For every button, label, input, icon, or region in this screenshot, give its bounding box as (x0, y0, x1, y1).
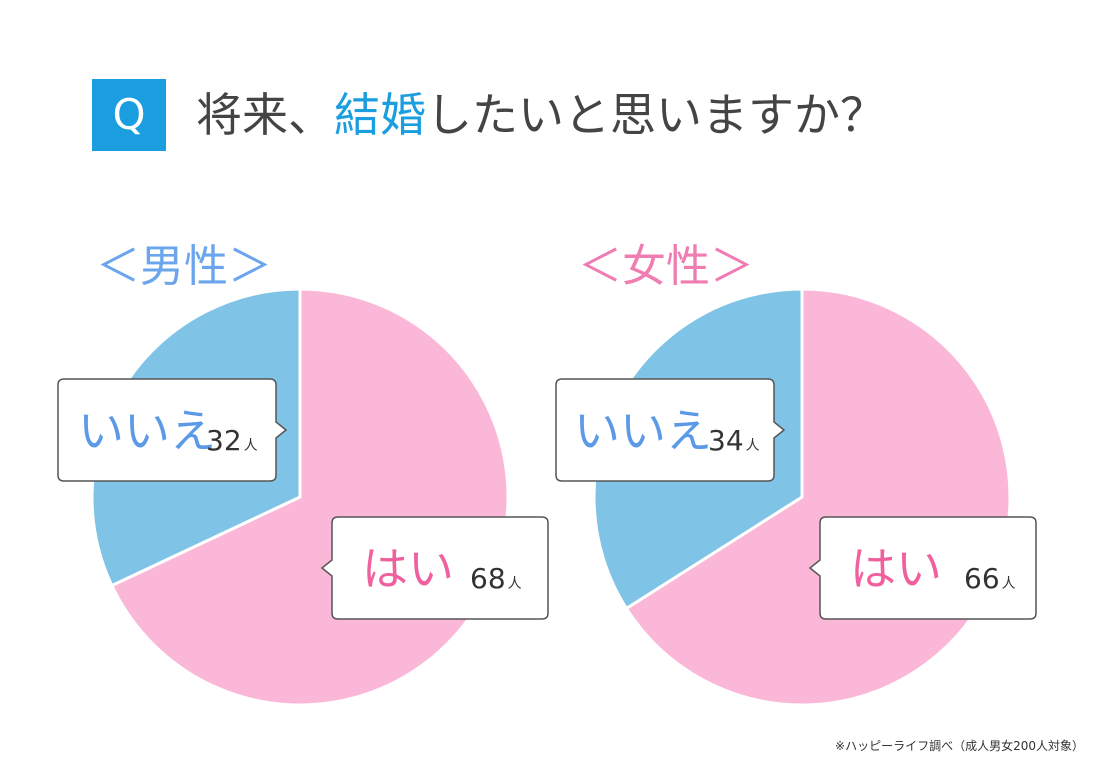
callout-label: いいえ (574, 404, 712, 458)
callout-unit: 人 (244, 438, 258, 454)
title-highlight: 結婚 (334, 88, 426, 142)
callout-unit: 人 (1002, 576, 1016, 592)
callout-value: 68 (470, 562, 506, 595)
callout-label: はい (362, 542, 454, 596)
chart-title: ＜男性＞ (96, 241, 272, 292)
callout-yes: はい 68 人 (320, 516, 549, 620)
callout-unit: 人 (508, 576, 522, 592)
callout-box (555, 378, 786, 482)
callout-box (57, 378, 288, 482)
callout-label: はい (850, 542, 942, 596)
chart-title: ＜女性＞ (578, 241, 754, 292)
callout-value: 66 (964, 562, 1000, 595)
question-badge: Q (92, 79, 166, 151)
title-post: したいと思いますか？ (426, 88, 886, 142)
callout-yes: はい 66 人 (808, 516, 1037, 620)
callout-box (320, 516, 549, 620)
source-footnote: ※ハッピーライフ調べ（成人男女200人対象） (835, 739, 1084, 753)
title-pre: 将来、 (196, 88, 334, 142)
question-title: 将来、結婚したいと思いますか？ (196, 78, 886, 152)
callout-unit: 人 (746, 438, 760, 454)
callout-label: いいえ (78, 404, 216, 458)
callout-box (808, 516, 1037, 620)
callout-value: 34 (708, 424, 744, 457)
callout-value: 32 (206, 424, 242, 457)
